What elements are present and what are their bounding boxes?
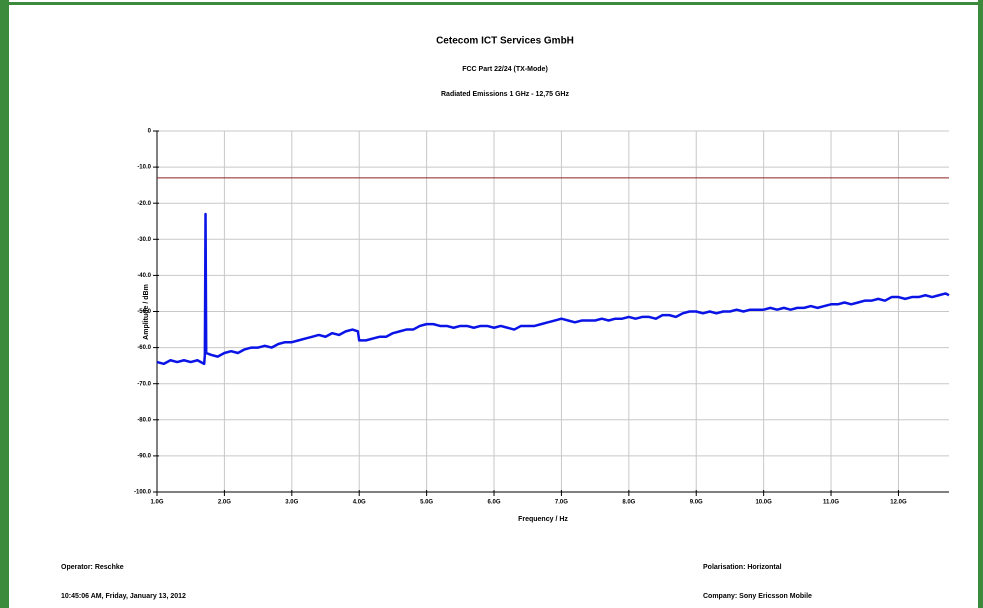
footer-text: Polarisation: Horizontal: [703, 564, 782, 571]
y-tick-label: -90.0: [137, 453, 151, 459]
chart-title: Cetecom ICT Services GmbH: [436, 36, 574, 47]
x-tick-label: 5.0G: [420, 500, 433, 506]
footer-text: Company: Sony Ericsson Mobile: [703, 593, 812, 600]
x-tick-label: 6.0G: [488, 500, 501, 506]
frame-left: [0, 0, 9, 608]
y-tick-label: -20.0: [137, 201, 151, 207]
x-tick-label: 9.0G: [690, 500, 703, 506]
frame-right: [978, 0, 983, 608]
y-tick-label: -80.0: [137, 417, 151, 423]
x-axis-label: Frequency / Hz: [518, 516, 568, 523]
frame-top: [0, 2, 983, 5]
y-tick-label: -60.0: [137, 345, 151, 351]
x-tick-label: 8.0G: [622, 500, 635, 506]
x-tick-label: 4.0G: [353, 500, 366, 506]
chart-subtitle: FCC Part 22/24 (TX-Mode): [462, 66, 548, 73]
x-tick-label: 7.0G: [555, 500, 568, 506]
y-tick-label: -30.0: [137, 237, 151, 243]
x-tick-label: 10.0G: [755, 500, 772, 506]
x-tick-label: 12.0G: [890, 500, 907, 506]
y-tick-label: -100.0: [134, 490, 152, 496]
x-tick-label: 1.0G: [150, 500, 163, 506]
y-tick-label: -10.0: [137, 165, 151, 171]
footer-text: 10:45:06 AM, Friday, January 13, 2012: [61, 593, 186, 600]
data-line: [156, 212, 950, 366]
y-axis-label: Amplitude / dBm: [143, 284, 150, 340]
x-tick-label: 3.0G: [285, 500, 298, 506]
chart-subtitle: Radiated Emissions 1 GHz - 12,75 GHz: [441, 91, 569, 98]
y-tick-label: 0: [148, 129, 152, 135]
x-tick-label: 11.0G: [823, 500, 839, 506]
x-tick-label: 2.0G: [218, 500, 231, 506]
footer-text: Operator: Reschke: [61, 564, 124, 571]
y-tick-label: -40.0: [137, 273, 151, 279]
y-tick-label: -50.0: [137, 309, 151, 315]
y-tick-label: -70.0: [137, 381, 151, 387]
